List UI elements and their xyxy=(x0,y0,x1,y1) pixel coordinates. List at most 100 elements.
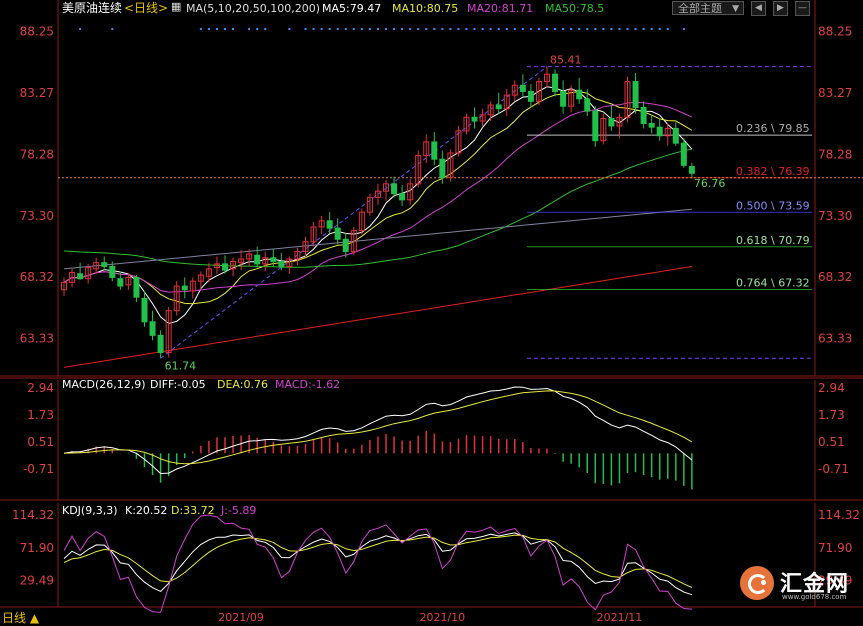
candle[interactable] xyxy=(342,233,349,258)
high-annotation: 85.41 xyxy=(550,54,582,67)
fib-level-label: 0.236 \ 79.85 xyxy=(736,122,810,135)
candle[interactable] xyxy=(584,88,591,117)
candle[interactable] xyxy=(383,180,389,202)
candle[interactable] xyxy=(463,113,470,135)
candle[interactable] xyxy=(334,218,341,245)
candle[interactable] xyxy=(69,268,76,288)
candle[interactable] xyxy=(270,249,277,267)
candle[interactable] xyxy=(310,222,317,247)
candle[interactable] xyxy=(286,256,293,274)
candle[interactable] xyxy=(318,215,325,235)
candle[interactable] xyxy=(326,212,333,234)
candle[interactable] xyxy=(471,107,478,129)
candle[interactable] xyxy=(230,257,237,277)
candle[interactable] xyxy=(262,251,269,272)
candle[interactable] xyxy=(173,281,180,316)
chart-settings-icon[interactable]: ▦ xyxy=(171,0,182,13)
candle[interactable] xyxy=(439,150,446,184)
candle[interactable] xyxy=(447,149,454,182)
candle[interactable] xyxy=(664,123,671,146)
y-tick-left: 88.25 xyxy=(20,25,54,39)
candle[interactable] xyxy=(61,277,67,296)
candle[interactable] xyxy=(350,226,357,256)
period-switch-button[interactable]: 日线 ▲ xyxy=(2,611,40,625)
candle[interactable] xyxy=(672,122,679,146)
candle[interactable] xyxy=(511,80,518,102)
candle[interactable] xyxy=(391,176,398,198)
candle[interactable] xyxy=(431,132,438,166)
candle[interactable] xyxy=(568,85,575,113)
candle[interactable] xyxy=(149,310,156,341)
candle[interactable] xyxy=(527,84,534,108)
candle[interactable] xyxy=(632,72,639,114)
candle[interactable] xyxy=(415,150,422,188)
candle[interactable] xyxy=(399,185,406,207)
candle[interactable] xyxy=(656,118,663,141)
candle[interactable] xyxy=(117,271,124,290)
candle[interactable] xyxy=(374,183,381,205)
candle[interactable] xyxy=(157,330,164,359)
candle[interactable] xyxy=(213,256,220,274)
candle[interactable] xyxy=(487,101,494,122)
candle[interactable] xyxy=(576,77,583,104)
candle[interactable] xyxy=(294,247,301,266)
low-annotation: 61.74 xyxy=(165,359,197,372)
candle[interactable] xyxy=(302,236,309,257)
candle[interactable] xyxy=(133,274,140,303)
theme-select[interactable]: 全部主题 ▼ xyxy=(672,1,744,15)
candle[interactable] xyxy=(552,69,559,97)
candle[interactable] xyxy=(141,291,148,327)
scroll-right-button[interactable]: ▶ xyxy=(773,1,788,16)
signal-dot xyxy=(433,28,436,30)
candle[interactable] xyxy=(278,252,285,271)
candle[interactable] xyxy=(358,208,365,235)
candle[interactable] xyxy=(624,76,631,123)
candle[interactable] xyxy=(495,92,502,114)
minimize-button[interactable]: — xyxy=(795,1,810,16)
candle[interactable] xyxy=(648,116,655,134)
candle[interactable] xyxy=(407,178,414,205)
candle[interactable] xyxy=(535,77,542,105)
candle[interactable] xyxy=(616,113,623,139)
macd-y-tick-right: -0.71 xyxy=(818,462,849,476)
candle[interactable] xyxy=(640,101,647,129)
candle[interactable] xyxy=(592,106,599,147)
candle[interactable] xyxy=(165,307,172,358)
candle[interactable] xyxy=(246,249,253,267)
candle[interactable] xyxy=(560,80,567,114)
candle[interactable] xyxy=(125,273,132,290)
candle-body xyxy=(294,251,301,260)
candle[interactable] xyxy=(189,277,196,299)
candle[interactable] xyxy=(85,263,92,284)
candle[interactable] xyxy=(222,255,228,274)
candle[interactable] xyxy=(101,256,108,271)
candle[interactable] xyxy=(688,162,695,178)
candle-body xyxy=(157,334,164,354)
candle[interactable] xyxy=(479,108,486,126)
candles[interactable] xyxy=(61,66,695,359)
candle[interactable] xyxy=(254,246,261,268)
candle-body xyxy=(205,268,212,277)
signal-dot xyxy=(602,28,605,30)
candle[interactable] xyxy=(77,262,84,280)
candle[interactable] xyxy=(238,250,245,271)
candle[interactable] xyxy=(608,104,615,131)
candle[interactable] xyxy=(600,113,607,145)
candle[interactable] xyxy=(205,262,212,283)
candle[interactable] xyxy=(93,257,100,274)
candle[interactable] xyxy=(519,74,526,97)
candle[interactable] xyxy=(109,261,116,282)
candle-body xyxy=(85,267,92,280)
candle[interactable] xyxy=(455,125,462,157)
signal-dot xyxy=(465,28,468,30)
scroll-left-button[interactable]: ◀ xyxy=(751,1,766,16)
candle[interactable] xyxy=(181,277,188,299)
candle[interactable] xyxy=(544,66,550,88)
candle-body xyxy=(664,127,671,137)
candle[interactable] xyxy=(680,138,687,168)
candle[interactable] xyxy=(197,271,204,290)
candle[interactable] xyxy=(423,134,430,163)
candle[interactable] xyxy=(366,193,373,216)
candle[interactable] xyxy=(503,88,510,117)
